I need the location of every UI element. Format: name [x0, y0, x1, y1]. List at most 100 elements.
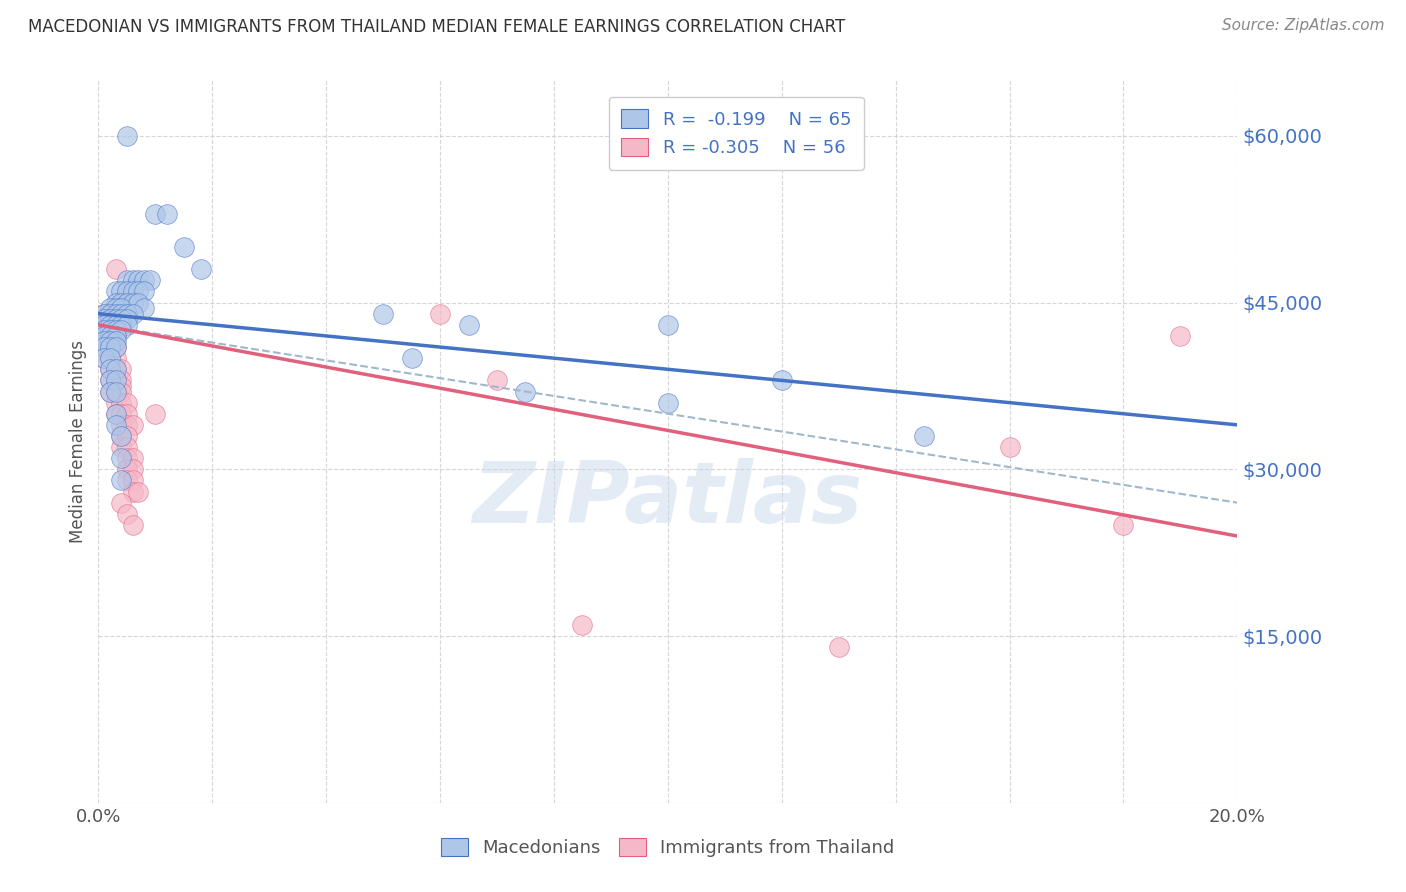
Point: [121, 273, 143, 287]
Point: [98, 301, 121, 315]
Point: [104, 295, 127, 310]
Point: [121, 451, 143, 466]
Point: [104, 340, 127, 354]
Text: MACEDONIAN VS IMMIGRANTS FROM THAILAND MEDIAN FEMALE EARNINGS CORRELATION CHART: MACEDONIAN VS IMMIGRANTS FROM THAILAND M…: [28, 18, 845, 36]
Point: [98, 373, 121, 387]
Point: [173, 240, 195, 254]
Point: [98, 329, 121, 343]
Point: [104, 407, 127, 421]
Point: [429, 307, 451, 321]
Point: [115, 429, 138, 443]
Point: [104, 351, 127, 366]
Point: [770, 373, 793, 387]
Point: [98, 307, 121, 321]
Point: [104, 318, 127, 332]
Point: [104, 407, 127, 421]
Point: [115, 440, 138, 454]
Point: [401, 351, 423, 366]
Point: [132, 301, 155, 315]
Point: [98, 318, 121, 332]
Point: [115, 451, 138, 466]
Point: [110, 395, 132, 409]
Point: [93, 340, 115, 354]
Point: [98, 340, 121, 354]
Point: [93, 307, 115, 321]
Point: [98, 334, 121, 349]
Point: [104, 329, 127, 343]
Point: [132, 285, 155, 299]
Point: [98, 373, 121, 387]
Point: [104, 417, 127, 432]
Point: [657, 318, 679, 332]
Point: [98, 362, 121, 376]
Point: [104, 329, 127, 343]
Point: [93, 351, 115, 366]
Point: [515, 384, 537, 399]
Point: [115, 395, 138, 409]
Point: [104, 395, 127, 409]
Point: [98, 329, 121, 343]
Point: [1112, 517, 1135, 532]
Point: [115, 507, 138, 521]
Point: [104, 373, 127, 387]
Point: [104, 285, 127, 299]
Point: [115, 462, 138, 476]
Point: [110, 429, 132, 443]
Point: [110, 318, 132, 332]
Point: [110, 323, 132, 337]
Point: [98, 384, 121, 399]
Point: [98, 351, 121, 366]
Point: [998, 440, 1021, 454]
Point: [121, 517, 143, 532]
Point: [104, 318, 127, 332]
Point: [93, 312, 115, 326]
Point: [110, 429, 132, 443]
Point: [115, 285, 138, 299]
Point: [98, 312, 121, 326]
Point: [110, 440, 132, 454]
Point: [98, 340, 121, 354]
Point: [373, 307, 395, 321]
Point: [104, 362, 127, 376]
Point: [110, 301, 132, 315]
Point: [132, 273, 155, 287]
Point: [98, 351, 121, 366]
Point: [98, 384, 121, 399]
Point: [110, 295, 132, 310]
Point: [110, 362, 132, 376]
Point: [156, 207, 179, 221]
Point: [93, 318, 115, 332]
Point: [104, 334, 127, 349]
Point: [115, 307, 138, 321]
Point: [98, 362, 121, 376]
Point: [104, 307, 127, 321]
Point: [115, 295, 138, 310]
Point: [121, 474, 143, 488]
Point: [190, 262, 212, 277]
Point: [104, 384, 127, 399]
Point: [121, 462, 143, 476]
Y-axis label: Median Female Earnings: Median Female Earnings: [69, 340, 87, 543]
Point: [93, 318, 115, 332]
Point: [110, 451, 132, 466]
Point: [110, 285, 132, 299]
Point: [93, 340, 115, 354]
Point: [115, 285, 138, 299]
Point: [98, 318, 121, 332]
Point: [104, 312, 127, 326]
Point: [93, 307, 115, 321]
Point: [93, 329, 115, 343]
Point: [457, 318, 479, 332]
Point: [104, 323, 127, 337]
Point: [104, 384, 127, 399]
Point: [115, 417, 138, 432]
Point: [115, 312, 138, 326]
Point: [145, 407, 167, 421]
Point: [110, 407, 132, 421]
Point: [121, 417, 143, 432]
Point: [828, 640, 851, 655]
Point: [121, 295, 143, 310]
Point: [115, 273, 138, 287]
Point: [115, 128, 138, 143]
Point: [115, 318, 138, 332]
